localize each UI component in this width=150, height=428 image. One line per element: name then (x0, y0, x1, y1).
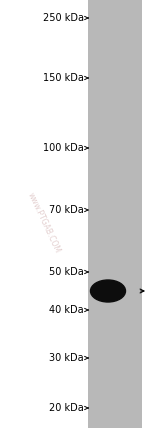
Text: 150 kDa: 150 kDa (43, 73, 84, 83)
Text: 40 kDa: 40 kDa (49, 305, 84, 315)
Bar (88, 0, 142, 428)
Ellipse shape (90, 280, 126, 302)
Text: 100 kDa: 100 kDa (43, 143, 84, 153)
Text: 70 kDa: 70 kDa (49, 205, 84, 215)
Text: 20 kDa: 20 kDa (49, 403, 84, 413)
Text: 250 kDa: 250 kDa (43, 13, 84, 23)
Text: 30 kDa: 30 kDa (49, 353, 84, 363)
Text: www.PTGAB.COM: www.PTGAB.COM (26, 191, 62, 254)
Text: 50 kDa: 50 kDa (49, 267, 84, 277)
